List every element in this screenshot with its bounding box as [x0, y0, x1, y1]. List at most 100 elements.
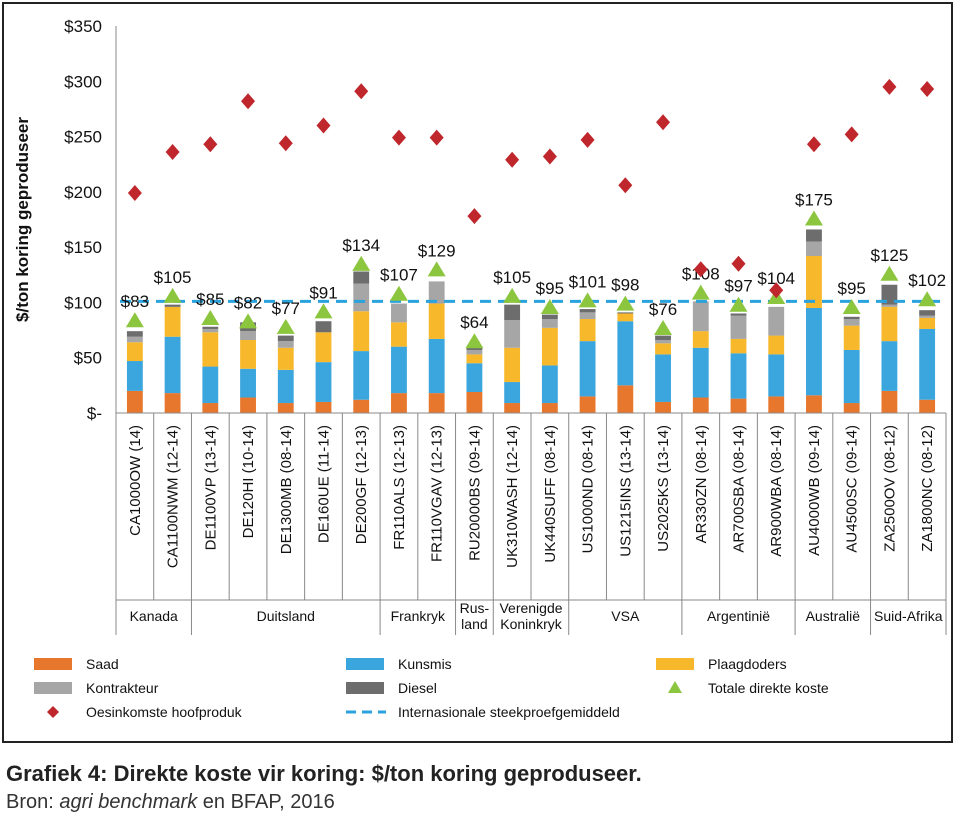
bar-segment-kontrakteur [240, 331, 256, 341]
bar-segment-diesel [202, 326, 219, 329]
source-italic: agri benchmark [59, 791, 198, 813]
total-cost-marker [616, 295, 635, 311]
bar-segment-kunsmis [617, 321, 634, 386]
revenue-marker [806, 136, 821, 153]
revenue-marker [656, 114, 671, 131]
total-cost-marker [578, 292, 597, 308]
legend-triangle-icon [668, 681, 682, 693]
legend-swatch [346, 658, 384, 670]
revenue-marker [580, 131, 595, 148]
bar-segment-kunsmis [126, 361, 143, 391]
total-cost-marker [691, 284, 710, 300]
legend: Saad Kunsmis Plaagdoders Kontrakteur Diesel T… [34, 656, 829, 720]
bar-segment-kontrakteur [843, 319, 860, 326]
bar-segment-kontrakteur [428, 281, 445, 304]
bar-segment-diesel [655, 335, 671, 341]
bar-segment-kunsmis [466, 363, 483, 392]
bar-segment-kunsmis [692, 347, 709, 398]
bar-segment-diesel [843, 316, 860, 320]
total-cost-marker [125, 312, 144, 328]
bar-segment-kunsmis [353, 351, 370, 400]
total-cost-marker [654, 319, 673, 335]
bar-segment-kontrakteur [881, 304, 898, 307]
y-tick-label: $200 [64, 183, 102, 202]
figure-caption: Grafiek 4: Direkte koste vir koring: $/t… [6, 760, 956, 816]
bar-segment-plaagdoders [843, 325, 860, 350]
total-cost-label: $101 [569, 272, 607, 291]
bar-segment-kontrakteur [579, 312, 596, 320]
revenue-marker [278, 135, 293, 152]
total-cost-marker [352, 255, 371, 271]
category-label: AR900WBA (08-14) [768, 425, 785, 557]
total-cost-label: $105 [493, 268, 531, 287]
total-cost-label: $105 [154, 268, 192, 287]
total-cost-marker [314, 303, 333, 319]
total-cost-label: $104 [757, 269, 795, 288]
total-cost-label: $77 [272, 299, 300, 318]
bar-segment-saad [504, 403, 521, 413]
bar-segment-diesel [579, 309, 596, 313]
bar-segment-kunsmis [806, 307, 822, 396]
bar-segment-saad [202, 403, 219, 413]
total-cost-marker [880, 265, 899, 281]
bar-segment-kunsmis [541, 365, 558, 404]
bar-segment-diesel [881, 284, 898, 305]
category-label: DE200GF (12-13) [353, 425, 370, 544]
y-tick-label: $150 [64, 238, 102, 257]
caption-title: Grafiek 4: Direkte koste vir koring: $/t… [6, 761, 642, 786]
group-label: land [461, 616, 487, 632]
total-cost-label: $95 [837, 279, 865, 298]
bar-segment-plaagdoders [692, 331, 709, 348]
legend-label: Oesinkomste hoofproduk [86, 704, 243, 720]
bar-segment-kontrakteur [768, 306, 785, 336]
total-cost-marker [918, 291, 937, 307]
bar-segment-kunsmis [164, 336, 181, 394]
bar-segment-saad [881, 390, 898, 413]
legend-label: Kunsmis [398, 656, 452, 672]
bar-segment-kunsmis [504, 382, 521, 404]
legend-label: Saad [86, 656, 119, 672]
bar-segment-kunsmis [843, 349, 860, 404]
bar-segment-kontrakteur [466, 349, 483, 355]
category-label: AU4500SC (09-14) [844, 425, 861, 553]
bar-segment-kontrakteur [655, 340, 671, 344]
bar-segment-kontrakteur [202, 328, 219, 333]
category-label: DE1100VP (13-14) [202, 425, 219, 550]
bar-segment-plaagdoders [353, 311, 370, 352]
category-label: DE120HI (10-14) [240, 425, 257, 538]
bar-segment-kunsmis [768, 354, 785, 397]
y-tick-label: $350 [64, 17, 102, 36]
chart-frame: $/ton koring geproduseer $- $50 $100 $150 $2… [2, 2, 953, 743]
revenue-marker [241, 93, 256, 110]
bar-segment-diesel [541, 314, 558, 320]
bar-segment-diesel [730, 313, 747, 316]
bar-segment-kontrakteur [730, 315, 747, 339]
bar-segment-plaagdoders [919, 317, 936, 329]
category-label: UK440SUFF (08-14) [542, 425, 559, 563]
category-label: AR330ZN (08-14) [693, 425, 710, 543]
bar-segment-saad [126, 390, 143, 413]
bar-segment-plaagdoders [881, 306, 898, 342]
marker-layer: $83$105$85 $82 $77$91$134$107$129$64$105$9… [121, 78, 946, 349]
bar-segment-diesel [919, 310, 936, 316]
total-cost-marker [842, 298, 861, 314]
category-label: US1000ND (08-14) [580, 425, 597, 553]
bar-segment-diesel [315, 321, 332, 333]
bar-segment-diesel [504, 304, 521, 321]
bar-segment-kunsmis [881, 341, 898, 391]
legend-label: Totale direkte koste [708, 680, 829, 696]
bar-segment-saad [315, 401, 332, 413]
bar-segment-plaagdoders [391, 322, 407, 347]
bar-segment-plaagdoders [240, 340, 256, 369]
revenue-marker [693, 261, 708, 278]
category-label: ZA2500OV (08-12) [881, 425, 898, 552]
category-label: UK310WASH (12-14) [504, 425, 521, 568]
legend-swatch [34, 658, 72, 670]
bar-segment-kunsmis [919, 328, 936, 400]
bar-segment-diesel [617, 312, 634, 314]
bar-segment-saad [730, 398, 747, 413]
bar-segment-diesel [277, 335, 294, 342]
revenue-marker [203, 136, 218, 153]
bar-segment-plaagdoders [504, 347, 521, 383]
bar-segment-saad [277, 403, 294, 413]
